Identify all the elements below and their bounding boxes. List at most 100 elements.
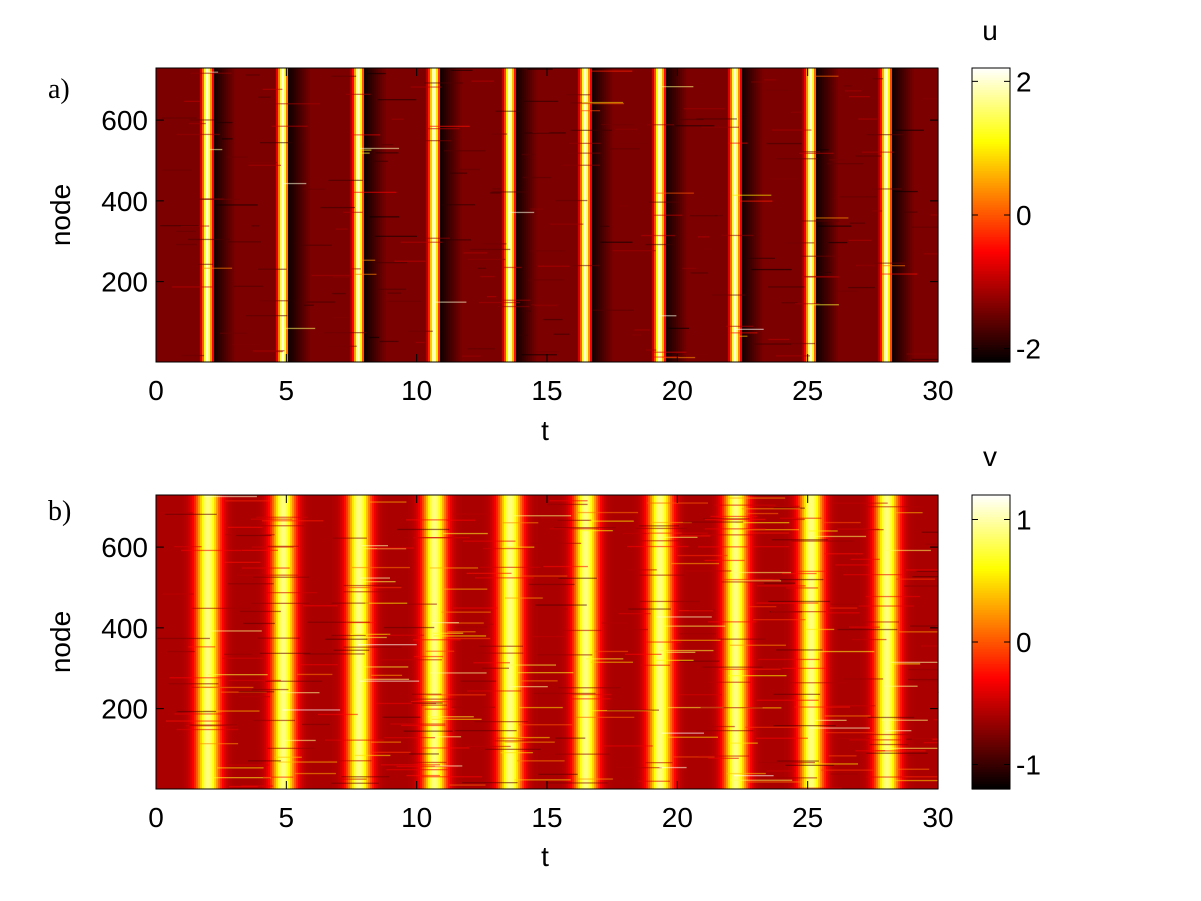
heatmap-noise-streak: [509, 211, 535, 214]
heatmap-column: [454, 495, 457, 789]
heatmap-noise-streak: [764, 79, 777, 81]
heatmap-column: [322, 68, 325, 362]
heatmap-column: [272, 495, 275, 789]
heatmap-column: [762, 495, 765, 789]
heatmap-column: [230, 68, 233, 362]
heatmap-column: [828, 68, 831, 362]
heatmap-noise-streak: [381, 144, 394, 146]
heatmap-noise-streak: [450, 172, 468, 174]
heatmap-noise-streak: [267, 747, 315, 749]
heatmap-column: [758, 68, 761, 362]
heatmap-noise-streak: [726, 325, 754, 327]
colorbar-tick-label: -2: [1016, 334, 1041, 365]
heatmap-column: [342, 495, 345, 789]
heatmap-column: [270, 495, 273, 789]
heatmap-noise-streak: [747, 781, 803, 783]
heatmap-column: [350, 68, 353, 362]
heatmap-column: [802, 68, 805, 362]
heatmap-noise-streak: [839, 196, 877, 198]
heatmap-noise-streak: [480, 275, 495, 278]
heatmap-column: [504, 495, 507, 789]
heatmap-noise-streak: [679, 660, 720, 662]
heatmap-column: [360, 68, 363, 362]
heatmap-column: [442, 495, 445, 789]
colorbar-segment: [972, 531, 1010, 535]
heatmap-noise-streak: [671, 639, 721, 641]
heatmap-noise-streak: [225, 534, 275, 536]
heatmap-column: [468, 68, 471, 362]
heatmap-noise-streak: [391, 118, 404, 120]
heatmap-noise-streak: [756, 602, 819, 604]
x-tick-label: 15: [531, 802, 562, 833]
heatmap-noise-streak: [600, 123, 634, 126]
heatmap-noise-streak: [360, 149, 372, 151]
heatmap-noise-streak: [855, 155, 881, 157]
heatmap-noise-streak: [785, 764, 835, 766]
heatmap-column: [266, 68, 269, 362]
heatmap-noise-streak: [549, 528, 599, 530]
heatmap-noise-streak: [825, 732, 875, 734]
heatmap-noise-streak: [597, 225, 610, 227]
colorbar-segment: [972, 693, 1010, 697]
heatmap-noise-streak: [683, 353, 709, 355]
heatmap-column: [298, 495, 301, 789]
heatmap-noise-streak: [328, 179, 363, 181]
heatmap-column: [462, 68, 465, 362]
heatmap-noise-streak: [239, 610, 281, 613]
colorbar-segment: [972, 290, 1010, 294]
heatmap-column: [928, 495, 931, 789]
heatmap-column: [432, 68, 435, 362]
heatmap-column: [514, 68, 517, 362]
colorbar-segment: [972, 170, 1010, 174]
heatmap-column: [578, 68, 581, 362]
colorbar-segment: [972, 600, 1010, 604]
heatmap-column: [688, 495, 691, 789]
heatmap-column: [334, 68, 337, 362]
heatmap-column: [546, 495, 549, 789]
heatmap-column: [214, 495, 217, 789]
colorbar-segment: [972, 536, 1010, 540]
colorbar-segment: [972, 99, 1010, 103]
heatmap-column: [850, 495, 853, 789]
colorbar-segment: [972, 634, 1010, 638]
colorbar-segment: [972, 595, 1010, 599]
heatmap-noise-streak: [646, 532, 682, 534]
heatmap-noise-streak: [589, 520, 634, 522]
heatmap-noise-streak: [530, 250, 565, 252]
heatmap-column: [820, 68, 823, 362]
heatmap-column: [630, 68, 633, 362]
heatmap-noise-streak: [203, 267, 233, 269]
heatmap-column: [374, 68, 377, 362]
heatmap-noise-streak: [258, 96, 271, 98]
heatmap-noise-streak: [554, 527, 616, 529]
heatmap-column: [166, 495, 169, 789]
heatmap-column: [844, 68, 847, 362]
heatmap-column: [368, 68, 371, 362]
heatmap-noise-streak: [794, 706, 850, 708]
heatmap-column: [384, 68, 387, 362]
heatmap-column: [778, 495, 781, 789]
heatmap-column: [472, 68, 475, 362]
heatmap-column: [600, 68, 603, 362]
heatmap-column: [226, 495, 229, 789]
colorbar-segment: [972, 166, 1010, 170]
heatmap-noise-streak: [236, 534, 272, 537]
colorbar-segment: [972, 161, 1010, 165]
heatmap-noise-streak: [347, 586, 402, 589]
heatmap-column: [934, 495, 937, 789]
colorbar-segment: [972, 607, 1010, 611]
heatmap-column: [808, 68, 811, 362]
heatmap-column: [916, 495, 919, 789]
heatmap-column: [782, 495, 785, 789]
heatmap-noise-streak: [575, 716, 635, 718]
heatmap-column: [768, 68, 771, 362]
heatmap-noise-streak: [683, 108, 725, 110]
colorbar-segment: [972, 644, 1010, 648]
heatmap-noise-streak: [700, 707, 763, 709]
heatmap-noise-streak: [284, 182, 307, 185]
heatmap-noise-streak: [425, 694, 486, 696]
heatmap-column: [480, 495, 483, 789]
heatmap-noise-streak: [902, 211, 918, 213]
heatmap-noise-streak: [638, 574, 685, 576]
